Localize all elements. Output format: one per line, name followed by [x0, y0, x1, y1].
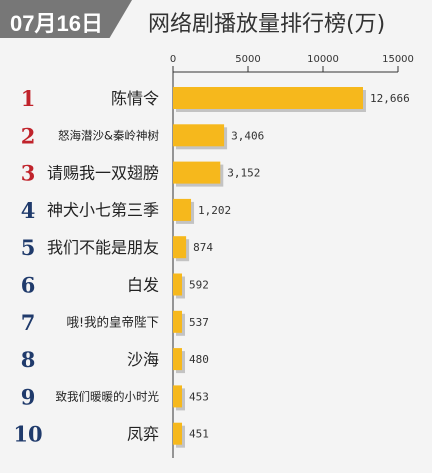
rank-number: 2 — [21, 123, 36, 148]
category-label: 请赐我一双翅膀 — [47, 163, 159, 182]
bar — [173, 273, 182, 296]
date-tab — [0, 0, 132, 38]
x-tick-label: 15000 — [382, 54, 414, 65]
rank-number: 5 — [21, 235, 36, 260]
bar — [173, 236, 187, 259]
category-label: 致我们暖暖的小时光 — [56, 390, 160, 404]
value-label: 451 — [189, 428, 209, 441]
bar — [173, 310, 182, 333]
value-label: 3,152 — [227, 167, 260, 180]
x-tick-label: 0 — [170, 54, 176, 65]
rank-number: 9 — [21, 384, 36, 409]
rank-number: 3 — [21, 161, 36, 186]
date-label: 07月16日 — [10, 11, 103, 36]
category-label: 哦!我的皇帝陛下 — [66, 314, 159, 329]
value-label: 480 — [189, 353, 209, 366]
category-label: 凤弈 — [127, 424, 159, 443]
bar — [173, 87, 363, 109]
value-label: 537 — [189, 316, 209, 329]
category-label: 沙海 — [127, 350, 159, 369]
rank-number: 1 — [21, 86, 36, 111]
chart-title: 网络剧播放量排行榜(万) — [148, 12, 386, 37]
bar — [173, 198, 192, 221]
rank-number: 4 — [21, 198, 36, 223]
category-label: 白发 — [127, 275, 159, 294]
bar — [173, 385, 182, 408]
category-label: 陈情令 — [111, 89, 159, 108]
category-label: 我们不能是朋友 — [47, 238, 159, 257]
bar — [173, 124, 225, 147]
bar — [173, 348, 182, 371]
rank-number: 8 — [21, 347, 36, 372]
value-label: 874 — [193, 241, 213, 254]
rank-number: 6 — [21, 273, 36, 298]
category-label: 神犬小七第三季 — [47, 201, 159, 220]
value-label: 3,406 — [231, 129, 264, 142]
value-label: 12,666 — [370, 92, 410, 105]
bar — [173, 161, 221, 184]
value-label: 1,202 — [198, 204, 231, 217]
bar — [173, 422, 182, 445]
category-label: 怒海潜沙&秦岭神树 — [58, 128, 159, 142]
x-tick-label: 5000 — [235, 54, 260, 65]
x-tick-label: 10000 — [307, 54, 339, 65]
rank-number: 7 — [21, 310, 36, 335]
value-label: 453 — [189, 390, 209, 403]
value-label: 592 — [189, 279, 209, 292]
rank-number: 10 — [13, 422, 42, 447]
